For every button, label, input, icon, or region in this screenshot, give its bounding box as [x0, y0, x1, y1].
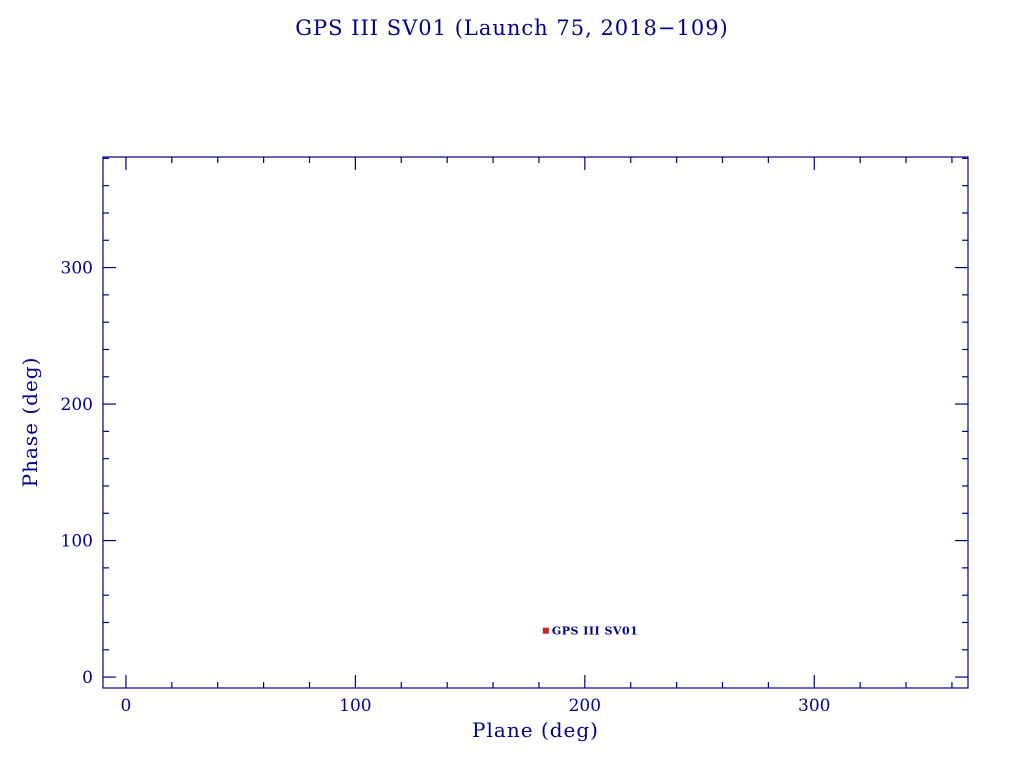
- chart-title: GPS III SV01 (Launch 75, 2018−109): [295, 16, 729, 40]
- data-point-marker: [542, 627, 549, 634]
- x-tick-label: 0: [121, 696, 132, 716]
- x-tick-label: 300: [798, 696, 830, 716]
- data-point-label: GPS III SV01: [552, 625, 639, 638]
- x-axis-label: Plane (deg): [472, 718, 599, 742]
- plot-frame: [102, 156, 969, 689]
- x-tick-label: 200: [569, 696, 601, 716]
- y-tick-label: 100: [61, 532, 93, 552]
- y-axis-label-text: Phase (deg): [18, 356, 42, 488]
- y-tick-label: 300: [61, 259, 93, 279]
- y-tick-label: 0: [82, 668, 93, 688]
- y-tick-label: 200: [61, 395, 93, 415]
- x-tick-label: 100: [339, 696, 371, 716]
